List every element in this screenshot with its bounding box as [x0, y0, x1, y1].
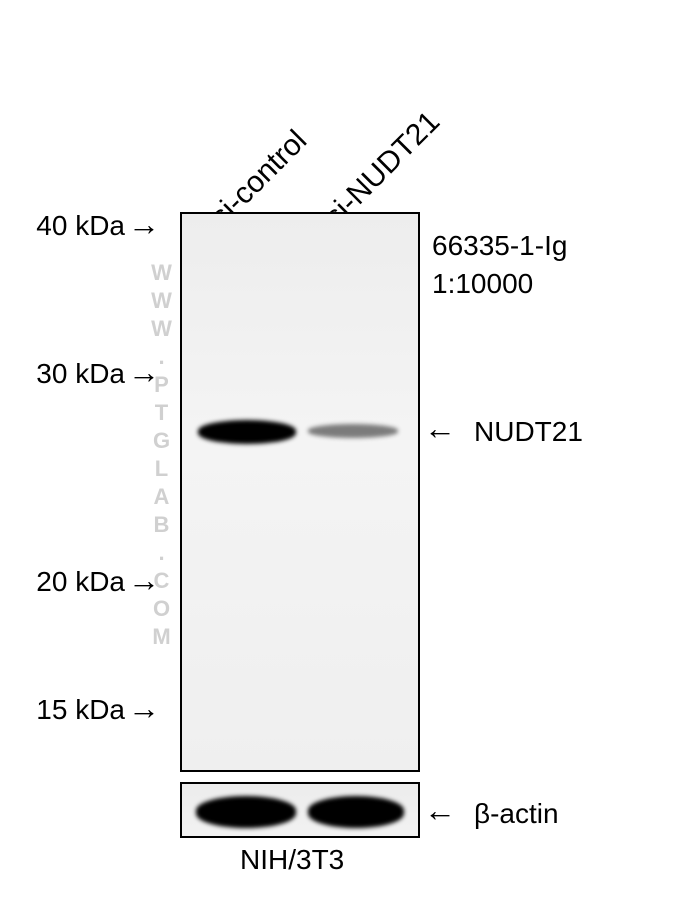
blot-bg: [182, 214, 418, 770]
mw-arrow-3: →: [128, 692, 160, 724]
mw-label-2: 20 kDa: [15, 568, 125, 596]
actin-band-lane0: [196, 796, 296, 828]
cell-line-label: NIH/3T3: [240, 844, 344, 876]
target-arrow: ←: [424, 412, 456, 444]
mw-label-1: 30 kDa: [15, 360, 125, 388]
actin-label: β-actin: [474, 798, 559, 830]
main-blot-panel: [180, 212, 420, 772]
mw-arrow-1: →: [128, 356, 160, 388]
mw-arrow-2: →: [128, 564, 160, 596]
mw-label-3: 15 kDa: [15, 696, 125, 724]
dilution-label: 1:10000: [432, 268, 533, 300]
mw-arrow-0: →: [128, 208, 160, 240]
antibody-label: 66335-1-Ig: [432, 230, 567, 262]
western-blot-figure: WWW.PTGLAB.COM si-control si-NUDT21 40 k…: [0, 0, 675, 903]
actin-arrow: ←: [424, 794, 456, 826]
actin-blot-panel: [180, 782, 420, 838]
mw-label-0: 40 kDa: [15, 212, 125, 240]
nudt21-band-lane1: [308, 424, 398, 438]
nudt21-band-lane0: [198, 420, 296, 444]
actin-band-lane1: [308, 796, 404, 828]
target-label: NUDT21: [474, 416, 583, 448]
